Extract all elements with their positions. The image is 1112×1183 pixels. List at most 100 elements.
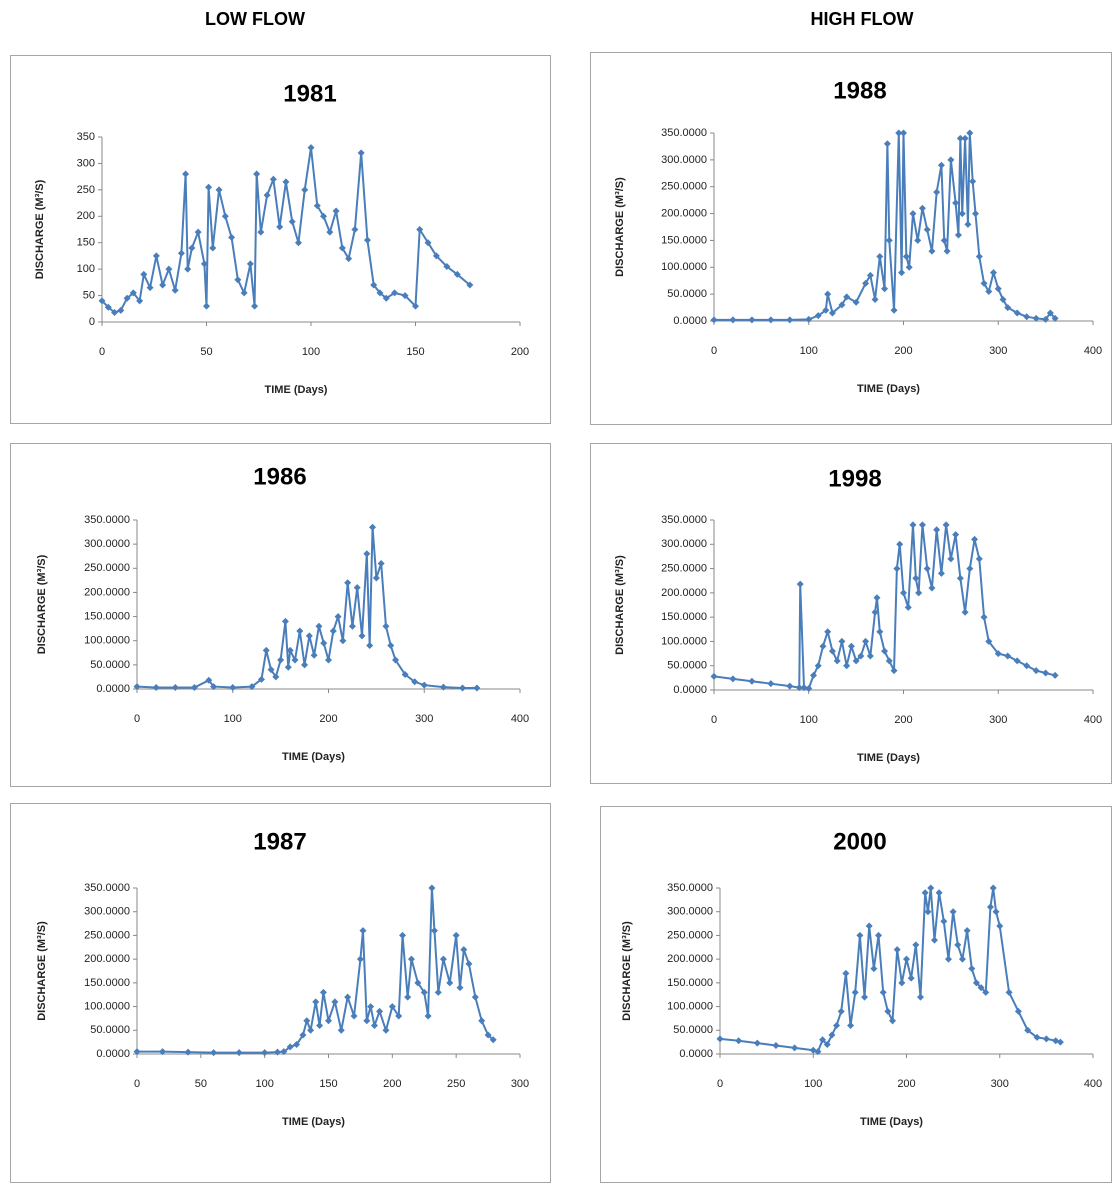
data-point: [885, 236, 893, 244]
data-point: [228, 233, 236, 241]
data-point: [411, 678, 419, 686]
y-tick-label: 350: [77, 131, 95, 143]
data-point: [893, 946, 901, 954]
data-point: [387, 642, 395, 650]
data-point: [257, 675, 265, 683]
data-point: [994, 650, 1002, 658]
x-tick-label: 200: [511, 346, 529, 358]
data-point: [735, 1037, 743, 1045]
data-point: [251, 302, 259, 310]
data-point: [348, 622, 356, 630]
data-point: [182, 170, 190, 178]
data-point: [837, 1007, 845, 1015]
y-tick-label: 300: [77, 157, 95, 169]
data-point: [104, 303, 112, 311]
data-point: [824, 290, 832, 298]
data-point: [286, 646, 294, 654]
data-point: [350, 1012, 358, 1020]
data-point: [262, 646, 270, 654]
x-tick-label: 300: [511, 1078, 529, 1090]
data-point: [439, 683, 447, 691]
data-point: [315, 622, 323, 630]
data-point: [301, 661, 309, 669]
data-point: [443, 263, 451, 270]
chart-panel: [590, 443, 1112, 784]
data-point: [986, 903, 994, 911]
y-tick-label: 250.0000: [84, 929, 130, 941]
y-tick-label: 150.0000: [84, 977, 130, 989]
data-point: [159, 281, 167, 289]
data-point: [980, 613, 988, 621]
data-point: [325, 656, 332, 664]
data-point: [370, 281, 378, 289]
data-point: [786, 682, 794, 690]
data-point: [918, 204, 926, 212]
x-tick-label: 150: [406, 346, 424, 358]
data-point: [391, 289, 399, 297]
data-point: [376, 289, 384, 297]
y-tick-label: 150.0000: [661, 234, 707, 246]
chart-panel: [590, 52, 1112, 425]
data-point: [351, 226, 359, 233]
chart-panel: [10, 443, 551, 787]
data-point: [459, 684, 467, 692]
x-tick-label: 100: [302, 346, 320, 358]
data-point: [414, 979, 422, 987]
data-point: [1013, 309, 1021, 317]
data-point: [277, 656, 285, 664]
y-axis-label: DISCHARGE (M³/S): [34, 179, 46, 279]
data-point: [710, 316, 718, 324]
data-point: [843, 293, 851, 301]
y-tick-label: 50.0000: [90, 659, 130, 671]
chart-title: 2000: [833, 828, 886, 855]
data-point: [301, 186, 309, 194]
data-point: [291, 656, 299, 664]
chart-title: 1981: [283, 80, 336, 107]
data-point: [310, 651, 318, 659]
y-tick-label: 0.0000: [96, 1048, 130, 1060]
y-tick-label: 0.0000: [96, 683, 130, 695]
data-point: [392, 656, 400, 664]
data-point: [288, 218, 296, 226]
data-point: [898, 269, 906, 277]
data-point: [972, 979, 980, 987]
data-point: [369, 523, 377, 531]
x-tick-label: 0: [134, 1078, 140, 1090]
data-point: [358, 632, 366, 640]
data-point: [140, 270, 148, 278]
data-point: [205, 676, 213, 684]
data-point: [814, 312, 822, 320]
data-point: [964, 220, 972, 228]
data-point: [975, 253, 983, 261]
x-tick-label: 0: [711, 714, 717, 726]
data-point: [316, 1022, 324, 1030]
data-point: [165, 265, 173, 273]
data-point: [819, 642, 827, 650]
data-point: [416, 226, 424, 233]
chart-title: 1998: [828, 465, 881, 492]
y-tick-label: 150.0000: [84, 610, 130, 622]
data-point: [990, 269, 998, 277]
data-point: [767, 316, 775, 324]
data-point: [940, 917, 948, 925]
chart-panel: [10, 803, 551, 1183]
data-point: [338, 244, 346, 252]
data-point: [828, 647, 836, 655]
y-tick-label: 300.0000: [84, 538, 130, 550]
data-point: [885, 657, 893, 665]
x-tick-label: 300: [991, 1078, 1009, 1090]
data-point: [985, 637, 993, 645]
data-point: [928, 584, 936, 592]
data-point: [473, 684, 481, 692]
data-point: [966, 129, 974, 137]
y-tick-label: 100.0000: [667, 1000, 713, 1012]
data-point: [871, 296, 879, 304]
data-point: [992, 908, 1000, 916]
data-point: [852, 298, 860, 306]
y-tick-label: 150: [77, 237, 95, 249]
data-point: [876, 628, 884, 636]
data-point: [377, 559, 385, 567]
data-point: [489, 1036, 497, 1044]
data-point: [915, 589, 923, 597]
data-point: [862, 637, 870, 645]
